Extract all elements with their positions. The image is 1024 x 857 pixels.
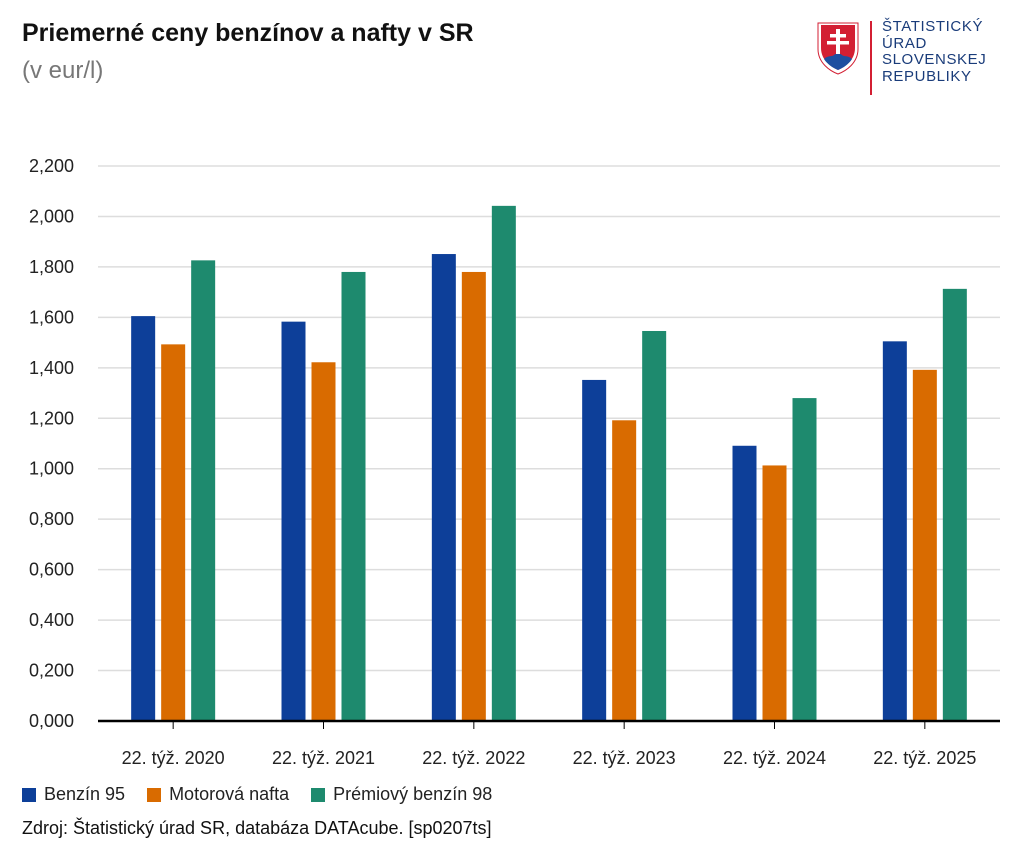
legend-swatch xyxy=(311,787,326,802)
bar xyxy=(311,362,336,721)
bar xyxy=(762,465,787,721)
slovak-coat-of-arms-icon xyxy=(817,22,859,75)
bar xyxy=(732,445,757,721)
y-tick-label: 0,400 xyxy=(29,610,74,630)
y-tick-label: 0,600 xyxy=(29,560,74,580)
bar xyxy=(131,316,156,721)
y-tick-label: 1,400 xyxy=(29,358,74,378)
x-tick-label: 22. týž. 2023 xyxy=(573,748,676,768)
bar xyxy=(491,205,516,722)
chart-title: Priemerné ceny benzínov a nafty v SR xyxy=(22,19,474,47)
y-tick-label: 0,800 xyxy=(29,509,74,529)
bar xyxy=(912,369,937,721)
chart-subtitle: (v eur/l) xyxy=(22,57,104,84)
x-tick-label: 22. týž. 2020 xyxy=(122,748,225,768)
legend-label: Prémiový benzín 98 xyxy=(333,784,493,804)
y-tick-label: 1,800 xyxy=(29,257,74,277)
bar xyxy=(191,260,216,721)
legend-label: Motorová nafta xyxy=(169,784,290,804)
legend-label: Benzín 95 xyxy=(44,784,126,804)
y-tick-label: 0,200 xyxy=(29,661,74,681)
statistical-office-logo: ŠTATISTICKÝ ÚRAD SLOVENSKEJ REPUBLIKY xyxy=(816,18,1006,99)
source-note: Zdroj: Štatistický úrad SR, databáza DAT… xyxy=(22,818,492,838)
legend-swatch xyxy=(22,787,36,802)
legend-item-premiovy-benzin-98: Prémiový benzín 98 xyxy=(311,784,492,805)
bar-chart: 0,000 0,200 0,400 0,600 0,800 1,000 1,200 1,400… xyxy=(29,156,1000,768)
x-tick-label: 22. týž. 2024 xyxy=(723,748,826,768)
legend-item-motorova-nafta: Motorová nafta xyxy=(147,784,289,805)
logo-line: SLOVENSKEJ xyxy=(882,51,987,68)
y-tick-label: 1,200 xyxy=(29,408,74,428)
y-tick-label: 2,000 xyxy=(29,206,74,226)
bar xyxy=(161,344,186,721)
logo-divider xyxy=(870,21,872,95)
chart-legend: Benzín 95 Motorová nafta Prémiový benzín… xyxy=(22,784,514,805)
logo-text: ŠTATISTICKÝ ÚRAD SLOVENSKEJ REPUBLIKY xyxy=(882,18,987,85)
logo-line: ŠTATISTICKÝ xyxy=(882,18,984,35)
y-tick-label: 1,000 xyxy=(29,459,74,479)
bar xyxy=(431,254,456,721)
x-tick-label: 22. týž. 2022 xyxy=(422,748,525,768)
bar xyxy=(882,341,907,721)
logo-line: REPUBLIKY xyxy=(882,67,972,85)
logo-line: ÚRAD xyxy=(882,34,927,52)
bar xyxy=(461,271,486,721)
bar xyxy=(942,288,967,721)
bar xyxy=(281,321,306,721)
x-tick-label: 22. týž. 2025 xyxy=(873,748,976,768)
x-tick-label: 22. týž. 2021 xyxy=(272,748,375,768)
legend-item-benzin-95: Benzín 95 xyxy=(22,784,125,805)
y-tick-label: 2,200 xyxy=(29,156,74,176)
y-tick-label: 1,600 xyxy=(29,307,74,327)
legend-swatch xyxy=(147,787,162,802)
y-tick-label: 0,000 xyxy=(29,711,74,731)
bar xyxy=(341,271,366,721)
bar xyxy=(792,398,817,721)
bar xyxy=(642,330,667,721)
bar xyxy=(582,379,607,721)
bar xyxy=(612,420,637,721)
